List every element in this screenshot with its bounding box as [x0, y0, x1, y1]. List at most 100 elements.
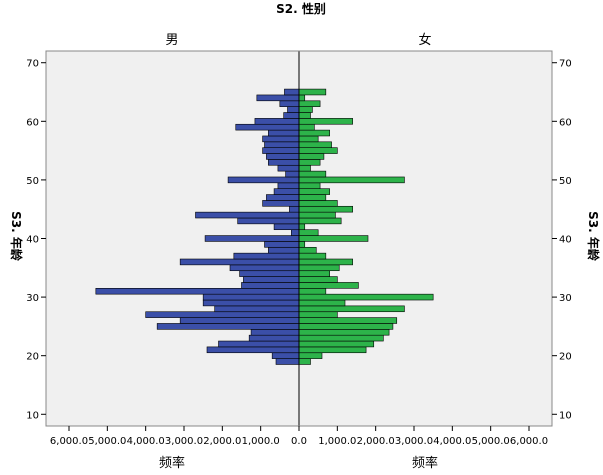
bar-male-age-24	[250, 329, 300, 336]
bar-female-age-34	[298, 270, 330, 277]
bar-female-age-37	[298, 252, 327, 260]
bar-female-age-19	[298, 358, 311, 365]
bar-male-age-54	[266, 153, 300, 160]
bar-male-age-28	[214, 305, 300, 313]
bar-male-age-61	[283, 112, 300, 119]
bar-female-age-30	[298, 293, 434, 301]
bar-male-age-57	[262, 135, 300, 143]
bar-male-age-21	[206, 346, 300, 354]
y-tick-label-left-60: 60	[26, 117, 39, 128]
x-tick-label-2: 4,000.0	[127, 436, 165, 447]
bar-female-age-53	[298, 159, 321, 166]
x-tick-label-11: 5,000.0	[472, 436, 510, 447]
bar-male-age-63	[279, 100, 300, 107]
bar-female-age-22	[298, 340, 375, 348]
bar-male-age-65	[284, 88, 300, 96]
bar-female-age-40	[298, 235, 369, 242]
bar-female-age-21	[298, 346, 367, 354]
bar-female-age-59	[298, 123, 315, 131]
bar-female-age-56	[298, 141, 332, 148]
bar-female-age-51	[298, 170, 327, 178]
bar-female-age-23	[298, 334, 384, 342]
bar-male-age-29	[202, 299, 300, 307]
bar-female-age-20	[298, 352, 323, 359]
bar-female-age-64	[298, 94, 306, 102]
bar-female-age-42	[298, 223, 306, 231]
y-axis-ticks: 10 10 20 20 30 30 40 40 50 50 60 60 70 70	[26, 59, 571, 422]
bar-male-age-62	[287, 106, 300, 113]
y-tick-label-right-40: 40	[559, 235, 572, 246]
bar-male-age-43	[237, 217, 300, 225]
bar-male-age-31	[95, 288, 300, 295]
bar-male-age-47	[266, 194, 300, 201]
x-axis-label-left: 频率	[159, 455, 185, 471]
x-tick-label-12: 6,000.0	[510, 436, 548, 447]
bar-female-age-44	[298, 211, 336, 219]
y-tick-label-left-50: 50	[26, 176, 39, 187]
bar-male-age-51	[285, 170, 300, 178]
bar-male-age-49	[277, 182, 300, 189]
x-tick-label-0: 6,000.0	[50, 436, 88, 447]
bar-male-age-45	[289, 205, 300, 213]
bar-female-age-24	[298, 329, 390, 336]
bar-female-age-61	[298, 112, 311, 119]
bar-female-age-25	[298, 323, 394, 330]
bar-female-age-29	[298, 299, 346, 307]
y-axis-label-left: S3. 年龄	[9, 211, 24, 262]
bar-female-age-31	[298, 288, 327, 295]
bar-male-age-53	[268, 159, 300, 166]
bar-female-age-32	[298, 282, 359, 289]
bar-female-age-63	[298, 100, 321, 107]
bar-female-age-55	[298, 147, 338, 154]
bar-male-age-60	[254, 118, 300, 125]
bar-female-age-38	[298, 246, 317, 254]
bar-female-age-60	[298, 118, 353, 125]
panel-label-female: 女	[418, 32, 431, 48]
y-tick-label-right-30: 30	[559, 293, 572, 304]
bar-male-age-23	[248, 334, 300, 342]
bar-female-age-46	[298, 200, 338, 207]
bar-female-age-28	[298, 305, 405, 313]
y-axis-label-right: S3. 年龄	[586, 211, 601, 262]
x-tick-label-8: 2,000.0	[357, 436, 395, 447]
bar-male-age-46	[262, 200, 300, 207]
panel-label-male: 男	[165, 33, 178, 48]
x-tick-label-10: 4,000.0	[433, 436, 471, 447]
bar-male-age-41	[291, 229, 300, 236]
x-tick-label-7: 1,000.0	[318, 436, 356, 447]
bar-female-age-43	[298, 217, 342, 225]
bar-male-age-37	[233, 252, 300, 260]
y-tick-label-left-70: 70	[26, 59, 39, 70]
bar-female-age-57	[298, 135, 319, 143]
bar-male-age-48	[273, 188, 300, 195]
y-tick-label-right-60: 60	[559, 117, 572, 128]
bar-male-age-44	[195, 211, 300, 219]
bar-male-age-32	[241, 282, 300, 289]
bar-male-age-58	[268, 129, 300, 137]
x-tick-label-6: 0.0	[291, 436, 307, 447]
bar-male-age-35	[229, 264, 300, 272]
bar-male-age-59	[235, 123, 300, 131]
bar-female-age-35	[298, 264, 340, 272]
bar-female-age-41	[298, 229, 319, 236]
bar-female-age-62	[298, 106, 313, 113]
bar-female-age-54	[298, 153, 325, 160]
bar-female-age-33	[298, 276, 338, 283]
bar-female-age-49	[298, 182, 321, 189]
bar-male-age-36	[179, 258, 300, 266]
bar-female-age-26	[298, 317, 398, 324]
chart-title: S2. 性别	[276, 1, 326, 16]
bar-female-age-47	[298, 194, 327, 201]
x-axis-label-right: 频率	[412, 455, 438, 471]
bar-male-age-40	[204, 235, 300, 242]
y-tick-label-left-40: 40	[26, 235, 39, 246]
bar-female-age-36	[298, 258, 353, 266]
bar-female-age-52	[298, 164, 311, 172]
x-tick-label-9: 3,000.0	[395, 436, 433, 447]
y-tick-label-right-50: 50	[559, 176, 572, 187]
bar-male-age-26	[179, 317, 300, 324]
y-tick-label-right-70: 70	[559, 59, 572, 70]
x-tick-label-5: 1,000.0	[242, 436, 280, 447]
bar-male-age-19	[275, 358, 300, 365]
